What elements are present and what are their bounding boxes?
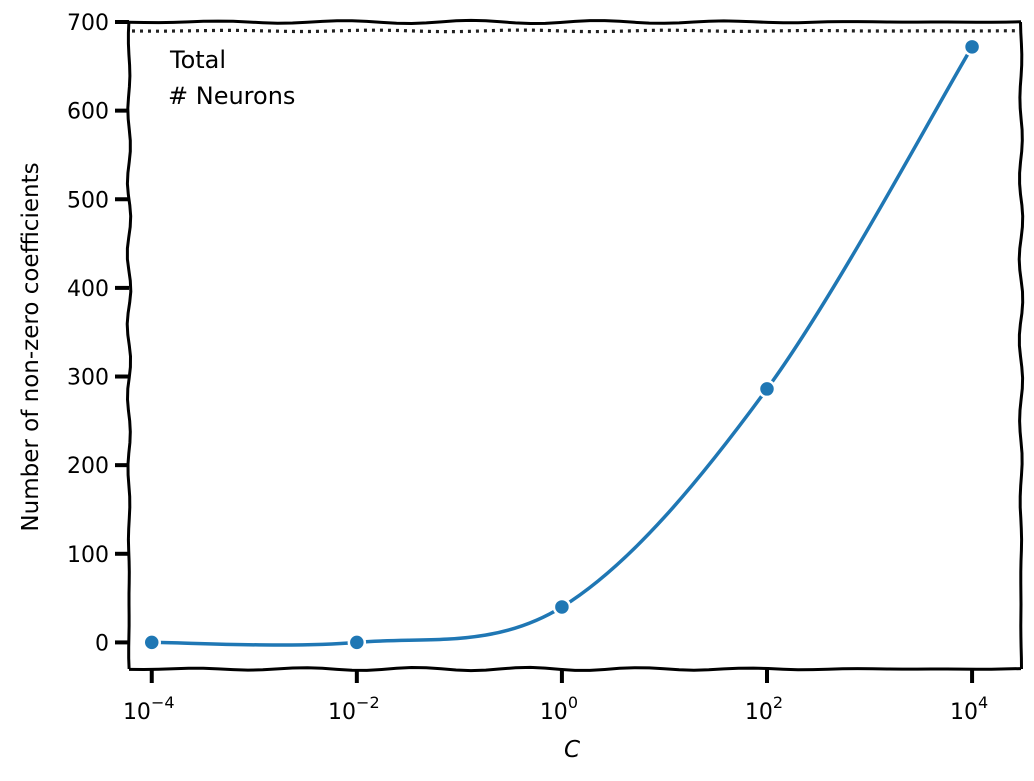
y-tick-label-300: 300	[67, 366, 109, 391]
x-tick-label-4: 104	[950, 693, 988, 725]
data-point-2	[552, 597, 572, 617]
x-tick-label-1: 10−2	[328, 693, 380, 725]
x-tick-label-2: 100	[540, 693, 578, 725]
annotation-neurons: # Neurons	[168, 82, 295, 110]
data-point-0	[142, 633, 161, 652]
data-point-4	[962, 37, 982, 57]
y-tick-label-100: 100	[67, 543, 109, 568]
y-tick-label-600: 600	[67, 100, 109, 125]
x-axis-line	[128, 665, 1022, 673]
y-axis-label: Number of non-zero coefficients	[18, 162, 44, 531]
y-tick-label-500: 500	[67, 188, 109, 213]
y-tick-label-400: 400	[67, 277, 109, 302]
frame-top	[128, 18, 1022, 26]
x-tick-label-3: 102	[745, 693, 783, 725]
y-tick-label-700: 700	[67, 11, 109, 36]
y-tick-label-0: 0	[95, 631, 109, 656]
series-line	[149, 45, 974, 647]
tick-layer: 0 100 200 300 400 500 600 700 10−4 10−2 100 102 104	[67, 11, 988, 725]
data-point-3	[757, 379, 777, 399]
frame-right	[1017, 21, 1025, 670]
plot-area	[125, 18, 1025, 673]
annotation-total: Total	[169, 46, 226, 74]
data-point-1	[347, 633, 367, 652]
y-tick-label-200: 200	[67, 454, 109, 479]
total-neurons-line	[131, 28, 1019, 34]
x-axis-label: C	[564, 737, 580, 763]
y-axis-line	[125, 21, 133, 670]
x-tick-label-0: 10−4	[123, 693, 175, 725]
